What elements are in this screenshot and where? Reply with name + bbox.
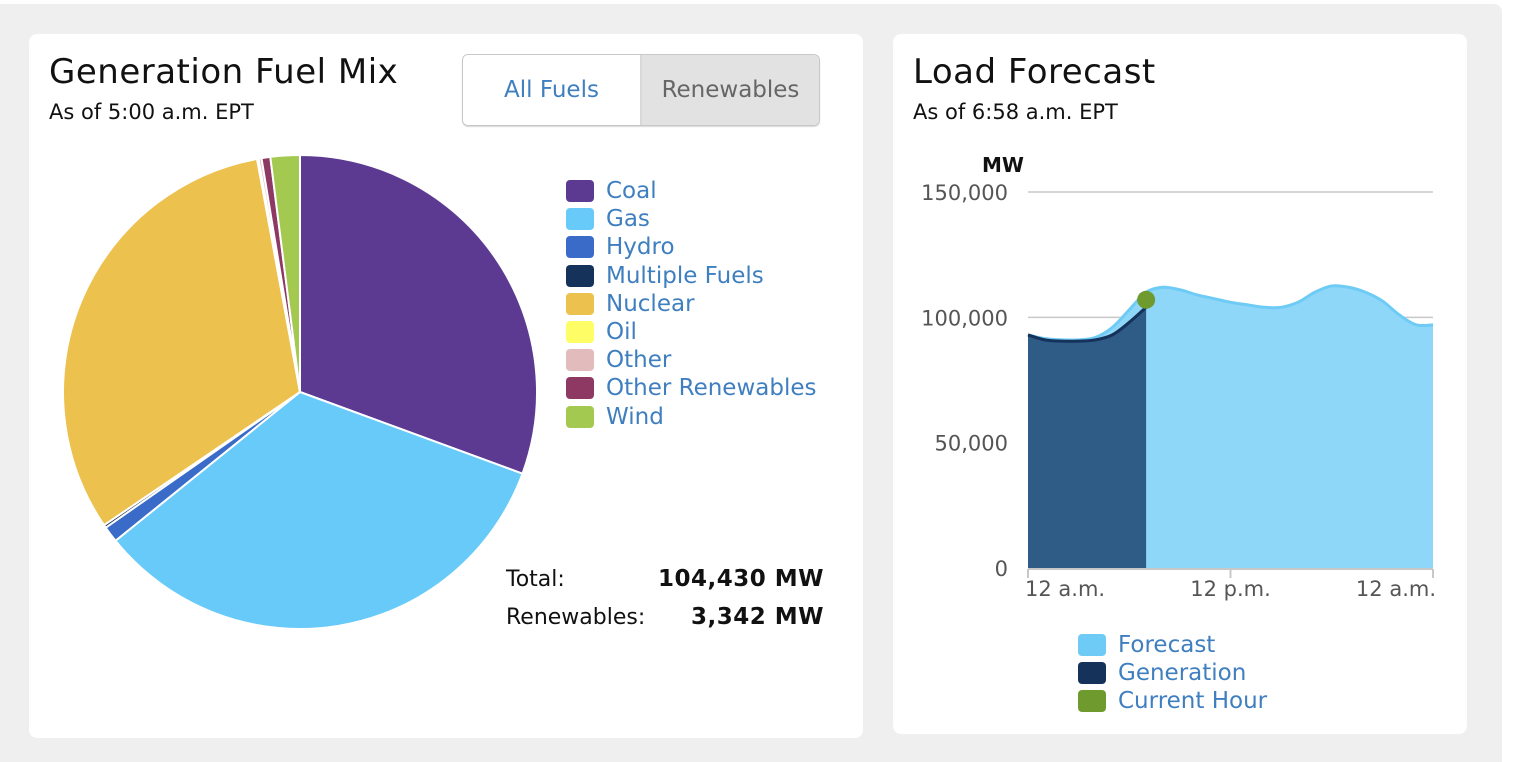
legend-item-forecast[interactable]: Forecast xyxy=(1078,631,1267,659)
pie-slice-wind[interactable] xyxy=(269,154,301,393)
legend-item-hydro[interactable]: Hydro xyxy=(566,233,816,261)
legend-item-wind[interactable]: Wind xyxy=(566,403,816,431)
generation-area xyxy=(1028,307,1147,568)
load-forecast-legend: Forecast Generation Current Hour xyxy=(1078,631,1267,716)
legend-swatch xyxy=(1078,634,1106,657)
legend-swatch xyxy=(566,264,594,287)
legend-label: Gas xyxy=(606,206,650,233)
legend-item-coal[interactable]: Coal xyxy=(566,177,816,205)
legend-label: Nuclear xyxy=(606,290,695,317)
legend-item-gas[interactable]: Gas xyxy=(566,205,816,233)
generation-line xyxy=(1027,306,1148,343)
legend-swatch xyxy=(1078,690,1106,713)
total-value: 104,430 MW xyxy=(657,566,824,592)
legend-label: Coal xyxy=(606,178,657,205)
legend-swatch xyxy=(566,208,594,231)
fuel-mix-subtitle: As of 5:00 a.m. EPT xyxy=(49,100,254,124)
fuel-mix-title: Generation Fuel Mix xyxy=(49,52,399,92)
legend-label: Current Hour xyxy=(1118,688,1268,715)
total-row: Total: 104,430 MW xyxy=(506,560,824,598)
legend-item-current-hour[interactable]: Current Hour xyxy=(1078,687,1267,715)
fuel-mix-pie-chart xyxy=(62,154,538,630)
legend-label: Other Renewables xyxy=(606,375,817,402)
x-tick-label: 12 a.m. xyxy=(1356,577,1436,601)
fuel-filter-toggle: All Fuels Renewables xyxy=(462,54,820,126)
current-hour-marker[interactable] xyxy=(1137,290,1156,309)
legend-label: Other xyxy=(606,347,672,374)
legend-swatch xyxy=(566,236,594,259)
pie-slice-nuclear[interactable] xyxy=(62,157,301,527)
y-tick-label: 50,000 xyxy=(935,432,1008,456)
y-tick-label: 150,000 xyxy=(921,181,1008,205)
legend-swatch xyxy=(566,292,594,315)
pie-slice-coal[interactable] xyxy=(299,154,538,475)
legend-label: Forecast xyxy=(1118,632,1216,659)
renewables-value: 3,342 MW xyxy=(690,604,824,630)
x-tick-label: 12 a.m. xyxy=(1025,577,1105,601)
y-tick-label: 100,000 xyxy=(921,306,1008,330)
legend-item-other[interactable]: Other xyxy=(566,346,816,374)
legend-swatch xyxy=(566,321,594,344)
load-forecast-area-chart: 0 50,000 100,000 150,000 MW 12 a.m. 12 p.m. 12 … xyxy=(921,153,1436,601)
load-forecast-card: Load Forecast As of 6:58 a.m. EPT 0 50,00… xyxy=(893,34,1467,734)
legend-item-generation[interactable]: Generation xyxy=(1078,659,1267,687)
legend-label: Oil xyxy=(606,319,637,346)
legend-item-multiple-fuels[interactable]: Multiple Fuels xyxy=(566,262,816,290)
legend-label: Wind xyxy=(606,403,664,430)
legend-swatch xyxy=(566,405,594,428)
fuel-mix-card: Generation Fuel Mix As of 5:00 a.m. EPT … xyxy=(29,34,863,738)
total-label: Total: xyxy=(506,566,565,592)
load-forecast-title: Load Forecast xyxy=(913,52,1156,92)
y-axis-label: MW xyxy=(982,153,1024,177)
legend-label: Multiple Fuels xyxy=(606,262,764,289)
y-tick-label: 0 xyxy=(995,557,1008,581)
renewables-button[interactable]: Renewables xyxy=(642,55,819,125)
legend-label: Hydro xyxy=(606,234,675,261)
legend-swatch xyxy=(1078,662,1106,685)
load-forecast-subtitle: As of 6:58 a.m. EPT xyxy=(913,100,1118,124)
fuel-mix-totals: Total: 104,430 MW Renewables: 3,342 MW xyxy=(506,560,824,636)
legend-swatch xyxy=(566,180,594,203)
fuel-mix-legend: Coal Gas Hydro Multiple Fuels Nuclear Oil Othe… xyxy=(566,177,816,431)
legend-swatch xyxy=(566,377,594,400)
x-tick-label: 12 p.m. xyxy=(1190,577,1271,601)
forecast-line xyxy=(1027,284,1434,342)
legend-swatch xyxy=(566,349,594,372)
renewables-label: Renewables: xyxy=(506,604,646,630)
legend-item-oil[interactable]: Oil xyxy=(566,318,816,346)
pie-slice-gas[interactable] xyxy=(114,391,524,630)
legend-item-nuclear[interactable]: Nuclear xyxy=(566,290,816,318)
legend-label: Generation xyxy=(1118,660,1247,687)
all-fuels-button[interactable]: All Fuels xyxy=(463,55,642,125)
renewables-row: Renewables: 3,342 MW xyxy=(506,598,824,636)
legend-item-other-renewables[interactable]: Other Renewables xyxy=(566,374,816,402)
